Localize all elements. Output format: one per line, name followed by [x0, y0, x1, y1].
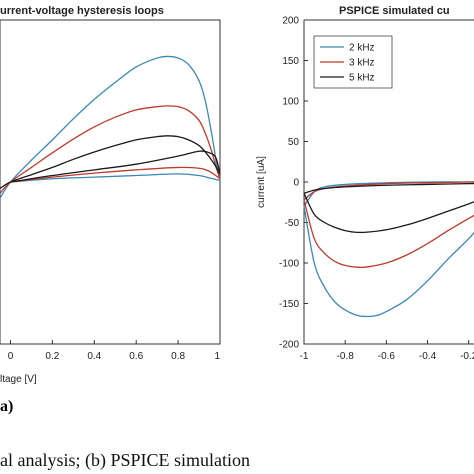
right-line-3khz-upper [303, 181, 474, 201]
right-y-tick-label: -150 [279, 299, 299, 310]
legend-entry-3khz: 3 kHz [349, 58, 375, 69]
right-series-lines [303, 181, 474, 318]
left-series-lines [0, 55, 221, 199]
right-y-tick-label: 150 [282, 56, 299, 67]
left-x-tick-label: 0.2 [45, 351, 59, 362]
left-x-ticks: 0 0.2 0.4 0.6 0.8 1 [8, 340, 221, 362]
right-chart: PSPICE simulated cu -1 -0.8 -0.6 -0.4 -0.2 20… [256, 5, 474, 362]
right-line-2khz-lower [303, 206, 474, 318]
legend: 2 kHz 3 kHz 5 kHz [313, 35, 393, 89]
left-x-tick-label: 1 [214, 351, 220, 362]
right-y-tick-label: 200 [282, 16, 299, 27]
left-x-tick-label: 0.8 [171, 351, 185, 362]
legend-entry-5khz: 5 kHz [349, 73, 375, 84]
left-line-series-1-upper [0, 55, 221, 199]
panel-label: a) [0, 398, 13, 415]
right-x-tick-label: -0.2 [460, 351, 474, 362]
left-line-series-2-lower [10, 166, 221, 183]
right-axis-ticks: -1 -0.8 -0.6 -0.4 -0.2 200 150 100 50 0 -50 -100 -15… [279, 16, 474, 363]
figure-caption: al analysis; (b) PSPICE simulation [0, 450, 250, 471]
right-y-tick-label: 100 [282, 97, 299, 108]
left-line-series-3-lower [10, 150, 221, 183]
right-line-5khz-lower [303, 193, 474, 234]
left-line-series-3-upper [0, 135, 221, 190]
left-chart: urrent-voltage hysteresis loops 0 0.2 0.4 0… [0, 5, 221, 385]
right-y-tick-label: -200 [279, 340, 299, 351]
left-plot-frame [0, 19, 221, 345]
left-line-series-1-lower [10, 173, 221, 183]
right-y-axis-label: current [uA] [256, 156, 267, 208]
right-x-tick-label: -0.6 [378, 351, 396, 362]
left-x-axis-label: ltage [V] [0, 374, 37, 385]
right-line-3khz-lower [303, 199, 474, 269]
left-chart-title: urrent-voltage hysteresis loops [0, 5, 164, 17]
right-y-tick-label: 0 [293, 178, 299, 189]
right-y-tick-label: -100 [279, 259, 299, 270]
left-x-tick-label: 0.4 [87, 351, 101, 362]
right-x-tick-label: -1 [300, 351, 309, 362]
right-x-tick-label: -0.8 [337, 351, 355, 362]
right-chart-title: PSPICE simulated cu [339, 5, 450, 17]
right-line-5khz-upper [303, 182, 474, 194]
left-x-tick-label: 0 [8, 351, 14, 362]
left-x-tick-label: 0.6 [129, 351, 143, 362]
left-line-series-2-upper [0, 105, 221, 194]
right-y-tick-label: 50 [288, 137, 300, 148]
legend-entry-2khz: 2 kHz [349, 43, 375, 54]
right-y-tick-label: -50 [285, 218, 300, 229]
right-x-tick-label: -0.4 [419, 351, 437, 362]
